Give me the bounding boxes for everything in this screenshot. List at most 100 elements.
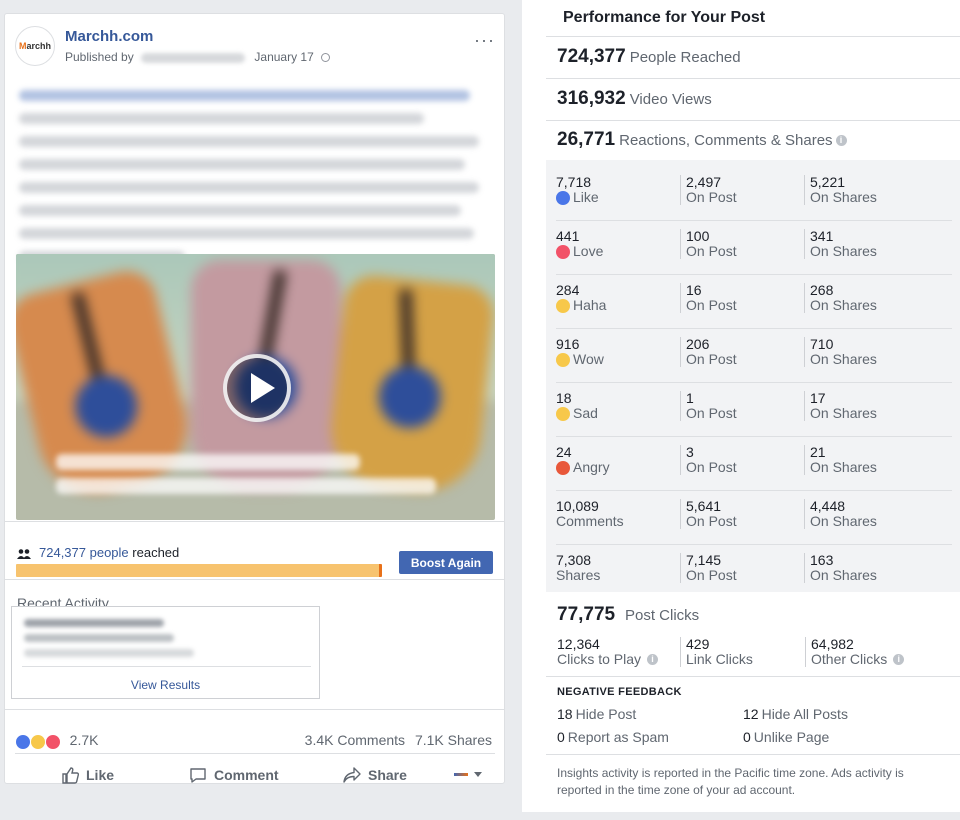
negative-feedback-item: 12 Hide All Posts [743, 706, 848, 722]
row-divider [556, 328, 952, 329]
breakdown-label-text: On Shares [810, 297, 877, 313]
breakdown-label: Love [556, 244, 603, 259]
negative-feedback-item: 0 Unlike Page [743, 729, 829, 745]
breakdown-label: On Shares [810, 190, 877, 205]
breakdown-cell: 268 On Shares [810, 283, 877, 313]
boost-again-button[interactable]: Boost Again [399, 551, 493, 574]
column-divider [680, 637, 681, 667]
reached-count-link[interactable]: 724,377 people [39, 545, 129, 560]
share-label: Share [368, 767, 407, 783]
love-reaction-icon [556, 244, 570, 259]
breakdown-cell: 2,497 On Post [686, 175, 737, 205]
play-icon[interactable] [223, 354, 291, 422]
share-icon [343, 767, 361, 783]
breakdown-label: Shares [556, 568, 600, 583]
breakdown-label: On Shares [810, 514, 877, 529]
info-icon[interactable]: i [647, 654, 659, 665]
breakdown-label-text: On Post [686, 513, 737, 529]
more-options-icon[interactable]: ··· [474, 30, 495, 50]
recent-activity-card: View Results [11, 606, 320, 699]
breakdown-cell: 284 Haha [556, 283, 606, 313]
column-divider [804, 553, 805, 583]
breakdown-value: 268 [810, 282, 834, 298]
share-button[interactable]: Share [343, 766, 407, 784]
breakdown-value: 21 [810, 444, 826, 460]
breakdown-label-text: On Shares [810, 513, 877, 529]
breakdown-label-text: Haha [573, 297, 607, 313]
click-metric-label: Other Clicks i [811, 651, 905, 667]
breakdown-label: On Post [686, 514, 737, 529]
breakdown-value: 18 [556, 390, 572, 406]
info-icon[interactable]: i [893, 654, 905, 665]
row-divider [556, 274, 952, 275]
wow-reaction-icon [556, 352, 570, 367]
reactions-breakdown-table: 7,718 Like 2,497 On Post 5,221 On Shares 441 Lo… [546, 160, 960, 592]
view-results-link[interactable]: View Results [130, 678, 201, 692]
breakdown-cell: 916 Wow [556, 337, 604, 367]
engagement-value: 26,771 [557, 129, 616, 150]
breakdown-value: 916 [556, 336, 580, 352]
breakdown-cell: 16 On Post [686, 283, 737, 313]
post-date[interactable]: January 17 [254, 50, 314, 64]
people-reached-metric: 724,377 People Reached [557, 46, 741, 68]
click-metric-value: 12,364 [557, 636, 600, 652]
column-divider [680, 337, 681, 367]
breakdown-cell: 4,448 On Shares [810, 499, 877, 529]
breakdown-value: 16 [686, 282, 702, 298]
negative-feedback-item: 0 Report as Spam [557, 729, 669, 745]
avatar-text: archh [26, 41, 51, 51]
engagement-label: Reactions, Comments & Shares [619, 132, 833, 149]
breakdown-value: 341 [810, 228, 834, 244]
post-clicks-value: 77,775 [557, 604, 616, 625]
blurred-activity-line [24, 649, 194, 657]
reaction-summary[interactable]: 2.7K [15, 732, 98, 750]
negative-feedback-label: Hide All Posts [761, 706, 848, 722]
breakdown-value: 3 [686, 444, 694, 460]
blurred-activity-line [24, 619, 164, 627]
column-divider [680, 229, 681, 259]
shares-count-link[interactable]: 7.1K Shares [414, 732, 492, 748]
breakdown-cell: 10,089 Comments [556, 499, 624, 529]
click-metric-label-text: Other Clicks [811, 651, 888, 667]
column-divider [680, 553, 681, 583]
breakdown-label-text: On Shares [810, 567, 877, 583]
breakdown-value: 17 [810, 390, 826, 406]
click-metric-label: Clicks to Play i [557, 652, 659, 667]
breakdown-cell: 163 On Shares [810, 553, 877, 583]
breakdown-label-text: Comments [556, 513, 624, 529]
breakdown-label-text: On Post [686, 567, 737, 583]
people-icon [17, 548, 31, 559]
breakdown-value: 7,308 [556, 552, 592, 568]
breakdown-label: On Shares [810, 406, 877, 421]
post-actions: Like Comment Share [5, 766, 504, 790]
like-label: Like [86, 767, 115, 783]
breakdown-label: On Shares [810, 352, 877, 367]
breakdown-label-text: Love [573, 243, 604, 259]
page-name-link[interactable]: Marchh.com [65, 28, 154, 45]
breakdown-label: On Shares [810, 298, 877, 313]
comments-count-link[interactable]: 3.4K Comments [304, 732, 406, 748]
like-button[interactable]: Like [61, 766, 114, 784]
info-icon[interactable]: i [835, 135, 847, 147]
column-divider [805, 637, 806, 667]
breakdown-cell: 1 On Post [686, 391, 737, 421]
column-divider [680, 175, 681, 205]
chevron-down-icon [474, 772, 482, 777]
comment-button[interactable]: Comment [189, 766, 279, 784]
haha-reaction-icon [556, 298, 570, 313]
breakdown-label-text: Sad [573, 405, 598, 421]
negative-feedback-item: 18 Hide Post [557, 706, 636, 722]
breakdown-value: 284 [556, 282, 580, 298]
audience-selector[interactable] [454, 772, 482, 777]
video-thumbnail[interactable] [16, 254, 495, 520]
insights-footnote: Insights activity is reported in the Pac… [557, 766, 904, 797]
sad-reaction-icon [556, 406, 570, 421]
click-metric: 429 Link Clicks [686, 637, 753, 667]
breakdown-label: On Shares [810, 568, 877, 583]
breakdown-label: On Post [686, 190, 737, 205]
like-reaction-icon [15, 733, 31, 750]
reach-progress-bar [16, 564, 382, 577]
people-reached-label: People Reached [629, 49, 741, 66]
